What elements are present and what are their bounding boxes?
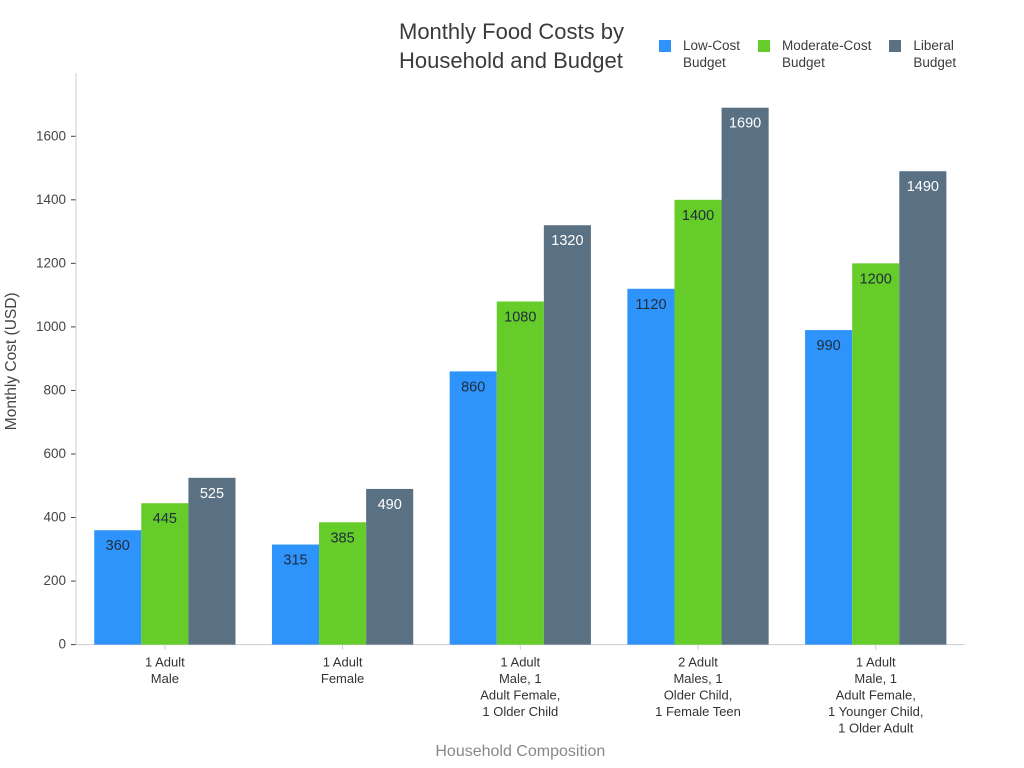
svg-text:Male: Male [151, 671, 179, 686]
svg-text:1000: 1000 [36, 319, 66, 334]
svg-text:860: 860 [461, 379, 485, 395]
svg-text:360: 360 [106, 538, 130, 554]
svg-text:525: 525 [200, 486, 224, 502]
svg-text:1 Adult: 1 Adult [323, 655, 363, 670]
svg-text:1 Younger Child,: 1 Younger Child, [828, 704, 923, 719]
svg-text:Adult Female,: Adult Female, [480, 688, 560, 703]
svg-text:800: 800 [43, 382, 66, 397]
svg-text:1120: 1120 [635, 297, 666, 313]
svg-text:1400: 1400 [682, 208, 714, 224]
svg-text:Older Child,: Older Child, [664, 688, 733, 703]
svg-text:1600: 1600 [36, 128, 66, 143]
svg-text:1 Adult: 1 Adult [145, 655, 185, 670]
svg-text:Males, 1: Males, 1 [673, 671, 722, 686]
svg-text:1490: 1490 [907, 179, 939, 195]
svg-text:0: 0 [58, 637, 66, 652]
svg-text:Female: Female [321, 671, 364, 686]
svg-text:1080: 1080 [504, 309, 536, 325]
svg-text:990: 990 [817, 338, 841, 354]
svg-text:1 Older Child: 1 Older Child [482, 704, 558, 719]
svg-text:1400: 1400 [36, 192, 66, 207]
svg-text:Male, 1: Male, 1 [499, 671, 542, 686]
svg-text:315: 315 [283, 553, 307, 569]
svg-text:490: 490 [378, 497, 402, 513]
svg-text:2 Adult: 2 Adult [678, 655, 718, 670]
svg-text:1 Adult: 1 Adult [500, 655, 540, 670]
svg-text:445: 445 [153, 511, 177, 527]
svg-text:600: 600 [43, 446, 66, 461]
svg-text:200: 200 [43, 573, 66, 588]
svg-text:385: 385 [330, 530, 354, 546]
svg-text:1 Adult: 1 Adult [856, 655, 896, 670]
svg-text:Male, 1: Male, 1 [854, 671, 897, 686]
svg-text:Monthly Cost (USD): Monthly Cost (USD) [3, 292, 20, 430]
svg-text:Adult Female,: Adult Female, [836, 688, 916, 703]
svg-text:1320: 1320 [551, 233, 583, 249]
svg-text:400: 400 [43, 510, 66, 525]
svg-text:1690: 1690 [729, 116, 761, 132]
svg-text:1200: 1200 [36, 255, 66, 270]
svg-text:1200: 1200 [860, 271, 892, 287]
svg-text:1 Older Adult: 1 Older Adult [838, 721, 914, 736]
svg-text:1 Female Teen: 1 Female Teen [655, 704, 741, 719]
